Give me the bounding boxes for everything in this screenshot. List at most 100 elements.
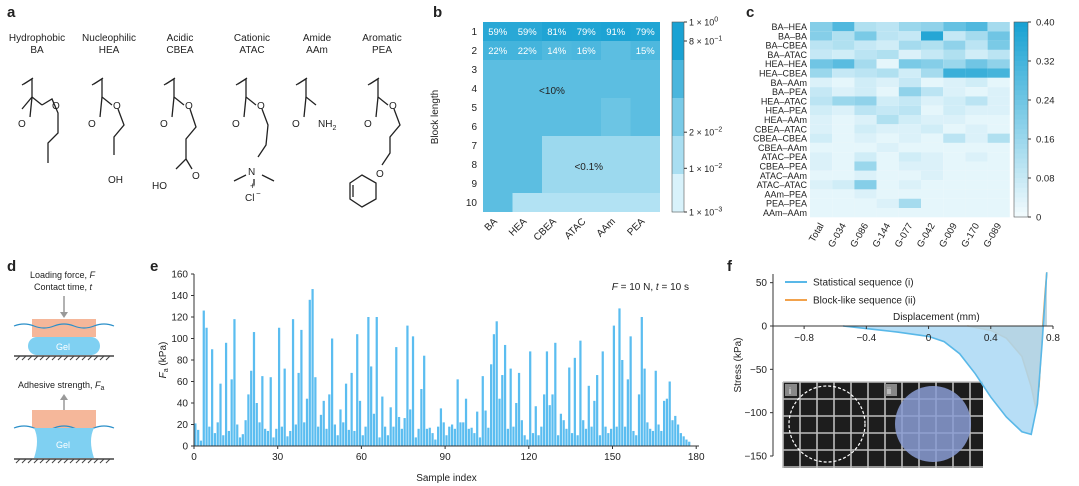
heatmap-c-cell	[854, 40, 877, 50]
heatmap-c-cell	[987, 96, 1010, 106]
heatmap-c-cell	[832, 115, 855, 125]
atom-o: O	[88, 119, 96, 130]
bar	[665, 398, 669, 446]
heatmap-c-cell	[854, 22, 877, 32]
atom-cl: Cl	[245, 193, 254, 204]
bar	[623, 426, 627, 446]
bar	[211, 349, 214, 446]
legend-label: Statistical sequence (i)	[813, 278, 914, 289]
bar	[414, 437, 417, 446]
bar	[523, 435, 526, 446]
monomer-name: HEA	[98, 45, 120, 56]
heatmap-b-col-label: PEA	[625, 216, 647, 238]
heatmap-c-cell	[854, 59, 877, 69]
heatmap-c-cell	[810, 189, 833, 199]
heatmap-c-cell	[987, 59, 1010, 69]
heatmap-c-cell	[854, 208, 877, 218]
loading-force-var: F	[90, 270, 96, 280]
heatmap-b-annotation: <0.1%	[574, 162, 603, 173]
heatmap-b-cell	[571, 41, 601, 60]
structure-hea: O O OH	[88, 77, 125, 186]
bar	[476, 411, 479, 446]
heatmap-c-cell	[876, 115, 899, 125]
down-arrow-head-icon	[60, 312, 68, 318]
heatmap-c-cell	[832, 49, 855, 60]
bar	[657, 424, 660, 446]
monomer-category: Hydrophobic	[8, 33, 66, 44]
colorbar-c-segment	[1014, 173, 1028, 179]
heatmap-c-cell	[810, 198, 833, 208]
heatmap-c-cell	[898, 142, 921, 153]
bar	[529, 351, 532, 446]
heatmap-c-cell	[854, 96, 877, 106]
heatmap-b-cell-label: 59%	[488, 27, 508, 38]
annotation-e-f-val: = 10 N,	[618, 282, 656, 293]
bar	[330, 338, 334, 446]
colorbar-c-segment	[1014, 61, 1028, 67]
bar	[579, 340, 582, 446]
y-tick-label-e: 100	[171, 334, 188, 345]
heatmap-b-cell	[483, 79, 513, 98]
heatmap-c-cell	[810, 40, 833, 50]
monomer-category: Cationic	[233, 33, 271, 44]
heatmap-b-annotation: <10%	[539, 86, 565, 97]
bar	[197, 429, 200, 446]
colorbar-c-tick-label: 0.16	[1036, 135, 1055, 146]
heatmap-b-cell	[512, 193, 542, 212]
heatmap-c-row-label: HEA–HEA	[765, 59, 807, 69]
heatmap-c-cell	[898, 31, 921, 41]
atom-cl-charge: −	[256, 189, 261, 198]
heatmap-c-cell	[987, 22, 1010, 32]
bar	[450, 424, 454, 446]
heatmap-b-cell	[571, 136, 601, 155]
heatmap-c-cell	[943, 180, 966, 190]
bar	[582, 420, 585, 446]
heatmap-b-cell	[483, 22, 513, 41]
heatmap-c-cell	[810, 142, 833, 153]
heatmap-c-cell	[832, 180, 855, 190]
heatmap-b-cell	[630, 41, 660, 60]
wave-line-top	[13, 323, 115, 329]
heatmap-b-row-label: 4	[471, 84, 477, 95]
heatmap-b-cell	[630, 22, 660, 41]
structure-ba: O O	[18, 77, 60, 163]
heatmap-c-cell	[987, 49, 1010, 60]
bar	[596, 375, 599, 446]
atom-o: O	[18, 119, 26, 130]
heatmap-c-cell	[943, 49, 966, 60]
bar	[685, 439, 688, 446]
y-label-e-unit: (kPa)	[158, 342, 169, 369]
heatmap-c-cell	[876, 87, 899, 97]
bar	[509, 368, 512, 446]
atom-nh2: NH2	[318, 119, 336, 132]
heatmap-c-cell	[898, 189, 921, 199]
heatmap-c-row-label: BA–ATAC	[767, 50, 807, 60]
heatmap-c-cell	[854, 105, 877, 115]
bar	[277, 327, 281, 446]
heatmap-b-cell	[601, 98, 631, 117]
heatmap-c-cell	[854, 87, 877, 97]
bar	[671, 420, 674, 446]
atom-o: O	[160, 119, 168, 130]
gel-top	[28, 337, 100, 355]
bar	[314, 377, 317, 446]
bar	[224, 342, 228, 446]
heatmap-c-cell	[921, 68, 944, 78]
heatmap-b-col-label: ATAC	[563, 216, 589, 242]
colorbar-b-tick-base: 8 × 10	[689, 37, 714, 47]
heatmap-c-col-label: G-144	[871, 221, 894, 249]
bar	[453, 428, 456, 446]
x-tick-label-e: 90	[440, 452, 452, 463]
bar	[425, 428, 429, 446]
bar	[297, 372, 300, 446]
bar	[219, 383, 222, 446]
heatmap-c-cell	[987, 133, 1010, 143]
y-tick-label-e: 120	[171, 313, 188, 324]
heatmap-c-cell	[921, 87, 944, 97]
heatmap-c-cell	[965, 124, 988, 134]
bar	[344, 383, 348, 446]
heatmap-b: 59% 59% 81% 79% 91% 79% 22% 22% 14% 16% 15% <10% <0.…	[430, 17, 722, 244]
monomer-name: AAm	[306, 45, 328, 56]
heatmap-c-cell	[987, 77, 1010, 88]
